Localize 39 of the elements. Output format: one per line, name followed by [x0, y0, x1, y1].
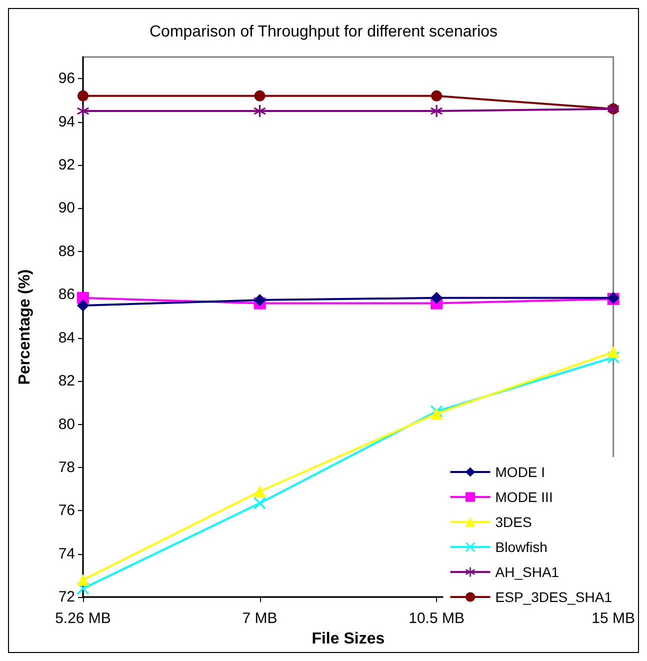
y-tick-label: 96: [58, 70, 75, 88]
point: [254, 90, 266, 102]
point: [430, 292, 443, 304]
y-tick-label: 84: [58, 329, 75, 346]
point: [77, 299, 89, 312]
legend-label: 3DES: [495, 514, 532, 530]
y-tick-label: 94: [58, 113, 75, 130]
point: [254, 497, 266, 510]
legend-label: AH_SHA1: [495, 564, 560, 580]
point: [254, 105, 266, 118]
point: [431, 90, 442, 102]
y-tick-label: 72: [58, 588, 75, 606]
point: [254, 294, 266, 306]
point: [78, 90, 88, 102]
y-tick-label: 92: [58, 156, 75, 174]
y-tick-label: 86: [58, 286, 75, 304]
y-tick-label: 88: [58, 242, 75, 260]
x-tick-label: 5.26 MB: [55, 610, 111, 628]
x-axis-title: File Sizes: [312, 630, 385, 648]
legend-label: MODE I: [495, 464, 546, 480]
y-axis-title: Percentage (%): [16, 269, 34, 385]
y-tick-label: 76: [58, 502, 75, 520]
legend-label: ESP_3DES_SHA1: [495, 589, 612, 605]
point: [607, 346, 620, 358]
legend-label: MODE III: [495, 489, 553, 505]
y-tick-label: 74: [58, 545, 75, 562]
chart-title: Comparison of Throughput for different scenarios: [149, 24, 498, 40]
point: [254, 485, 266, 498]
point: [430, 105, 443, 118]
y-tick-label: 80: [58, 416, 75, 433]
point: [77, 574, 89, 586]
y-tick-label: 90: [58, 200, 75, 217]
x-tick-label: 15 MB: [592, 610, 636, 628]
x-tick-label: 10.5 MB: [408, 610, 464, 628]
x-tick-label: 7 MB: [242, 610, 278, 628]
point: [77, 105, 89, 118]
y-tick-label: 78: [58, 458, 75, 476]
y-tick-label: 82: [58, 372, 75, 390]
legend-label: Blowfish: [495, 539, 548, 555]
